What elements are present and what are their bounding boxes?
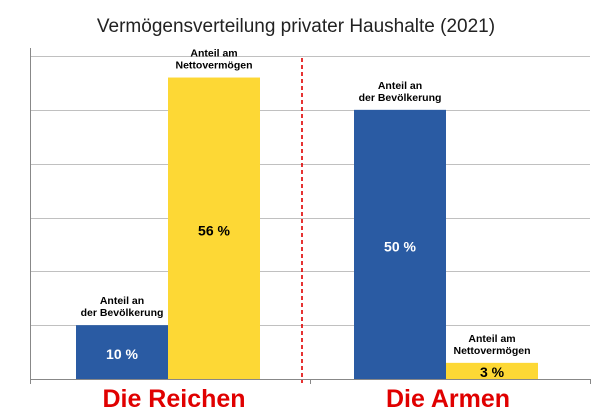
- bar-category-label-line: Anteil am: [468, 333, 515, 345]
- bar-category-label: Anteil am Nettovermögen: [453, 333, 530, 357]
- bar-value-label: 3 %: [480, 364, 505, 380]
- bar-value-label: 50 %: [384, 238, 416, 254]
- bar-category-label: Anteil an der Bevölkerung: [359, 80, 442, 104]
- group-label: Die Armen: [386, 385, 510, 413]
- bar-category-label-line: der Bevölkerung: [359, 92, 442, 104]
- chart-title: Vermögensverteilung privater Haushalte (…: [97, 16, 495, 37]
- bar-category-label-line: der Bevölkerung: [81, 307, 164, 319]
- bar: [354, 109, 446, 379]
- bar-category-label: Anteil an der Bevölkerung: [81, 295, 164, 319]
- bar-category-label-line: Nettovermögen: [453, 345, 530, 357]
- bar: [168, 77, 260, 380]
- group-label: Die Reichen: [102, 385, 245, 413]
- bar-category-label: Anteil am Nettovermögen: [175, 48, 252, 72]
- bar-category-label-line: Anteil an: [378, 80, 422, 92]
- bar-value-label: 56 %: [198, 222, 230, 238]
- bar-value-label: 10 %: [106, 346, 138, 362]
- bar-category-label-line: Nettovermögen: [175, 60, 252, 72]
- bar: [446, 362, 538, 379]
- bar: [76, 325, 168, 379]
- bar-category-label-line: Anteil an: [100, 295, 144, 307]
- bar-category-label-line: Anteil am: [190, 48, 237, 60]
